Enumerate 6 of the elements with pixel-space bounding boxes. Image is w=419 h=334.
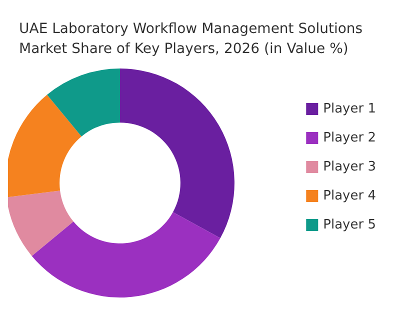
- legend-label: Player 3: [323, 160, 376, 174]
- legend-label: Player 4: [323, 188, 376, 204]
- legend-label: Player 5: [323, 218, 376, 232]
- legend-label: Player 2: [323, 130, 376, 146]
- chart-title: UAE Laboratory Workflow Management Solutions Market Share of Key Players, 2026 (in Value %): [19, 21, 363, 57]
- legend-label: Player 1: [323, 102, 376, 116]
